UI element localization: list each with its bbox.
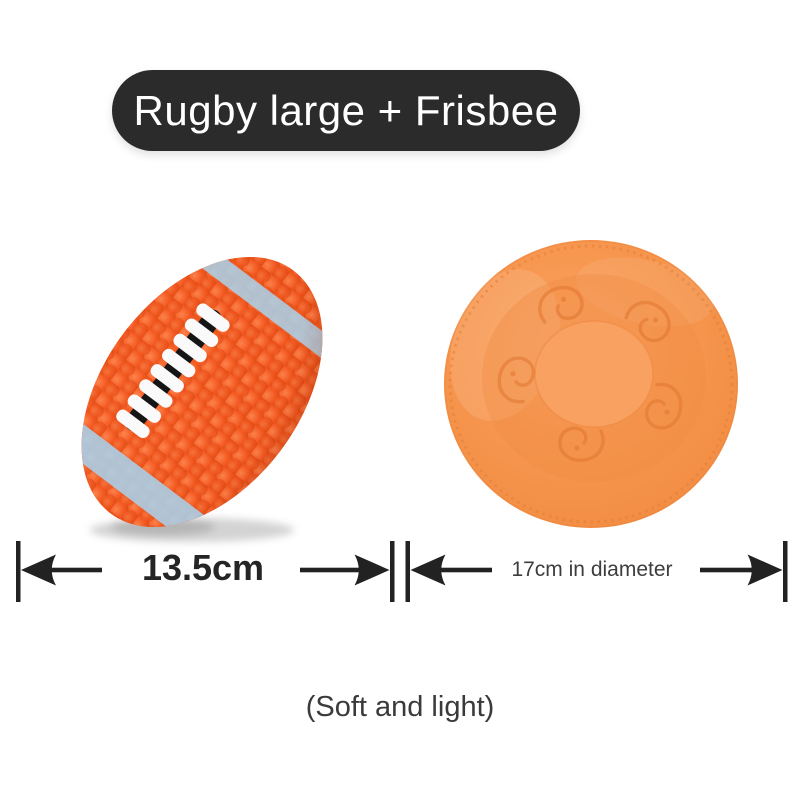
frisbee-dimension-label: 17cm in diameter	[511, 558, 673, 581]
product-title-banner: Rugby large + Frisbee	[112, 70, 580, 151]
softness-note: (Soft and light)	[305, 691, 495, 723]
ball-laces	[116, 303, 230, 439]
frisbee-scalloped-rim	[448, 244, 734, 524]
frisbee-center-circle	[534, 320, 654, 428]
rugby-ball-shadow	[90, 518, 294, 542]
rugby-ball-image	[32, 211, 372, 573]
dimension-tick	[405, 541, 410, 602]
dimension-tick	[783, 541, 788, 602]
ball-dimension-label: 13.5cm	[141, 547, 265, 588]
product-title-label: Rugby large + Frisbee	[133, 86, 559, 134]
arrowhead-left-icon	[410, 554, 446, 586]
dimension-line-frisbee	[405, 541, 788, 602]
dimension-tick	[16, 541, 21, 602]
frisbee-image	[444, 240, 738, 528]
arrowhead-right-icon	[354, 554, 390, 586]
dimension-line-ball	[16, 541, 395, 602]
arrowhead-left-icon	[21, 554, 56, 586]
dimension-tick	[390, 541, 395, 602]
arrowhead-right-icon	[747, 554, 783, 586]
